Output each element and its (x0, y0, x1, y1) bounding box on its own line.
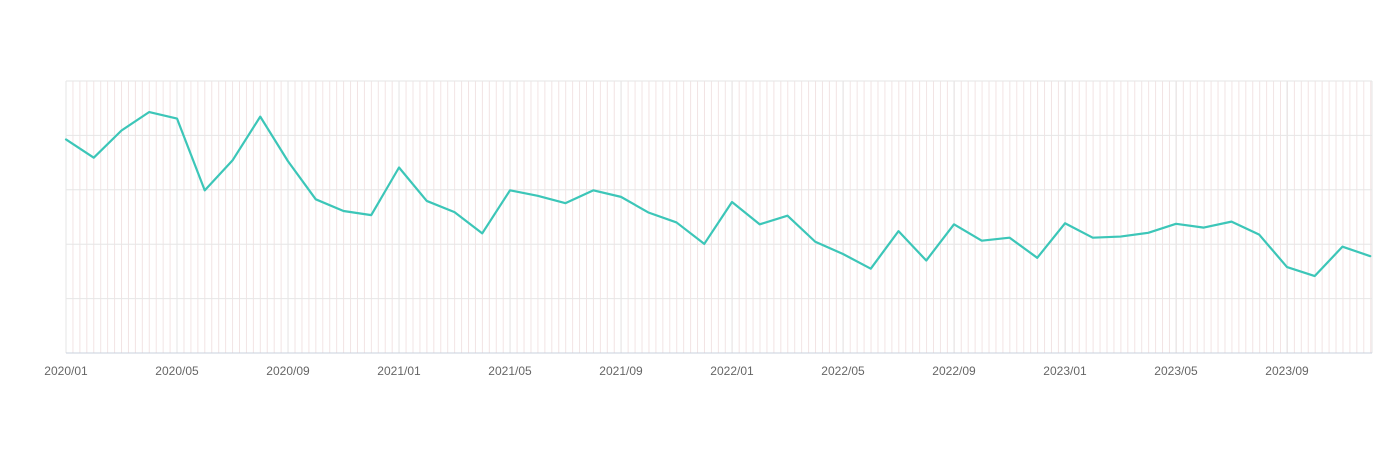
x-tick-label: 2020/09 (266, 364, 310, 378)
x-tick-label: 2020/01 (44, 364, 88, 378)
x-tick-label: 2020/05 (155, 364, 199, 378)
x-tick-labels: 2020/01 2020/05 2020/09 2021/01 2021/05 2021/… (44, 364, 1309, 378)
x-tick-label: 2022/09 (932, 364, 976, 378)
x-tick-label: 2021/01 (377, 364, 421, 378)
x-tick-label: 2021/05 (488, 364, 532, 378)
minor-gridlines (65, 81, 1372, 353)
x-tick-label: 2023/01 (1043, 364, 1087, 378)
series-line-0 (64, 110, 1372, 278)
major-gridlines (65, 80, 1373, 354)
x-tick-label: 2022/05 (821, 364, 865, 378)
x-tick-label: 2022/01 (710, 364, 754, 378)
x-tick-label: 2021/09 (599, 364, 643, 378)
x-tick-label: 2023/09 (1265, 364, 1309, 378)
x-tick-label: 2023/05 (1154, 364, 1198, 378)
series-layer (64, 110, 1372, 278)
